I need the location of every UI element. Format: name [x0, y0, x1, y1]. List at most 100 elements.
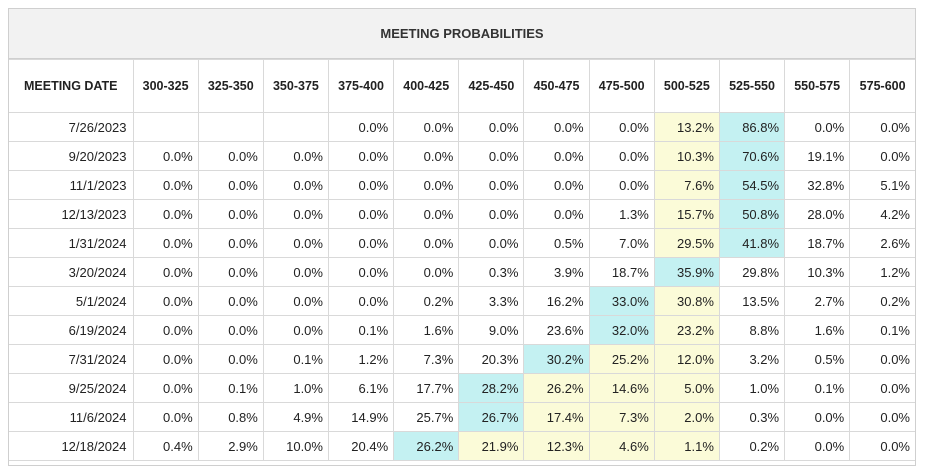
- probability-cell: 16.2%: [523, 286, 590, 316]
- probability-cell: 7.3%: [393, 344, 460, 374]
- probability-cell: 32.8%: [784, 170, 851, 200]
- probability-cell: 4.9%: [262, 402, 329, 432]
- probability-cell: 0.0%: [327, 228, 395, 258]
- column-header-meeting-date: MEETING DATE: [9, 59, 134, 113]
- probability-cell: 10.3%: [653, 141, 720, 171]
- probability-cell: 5.0%: [653, 373, 720, 403]
- table-row: 9/20/2023 0.0% 0.0% 0.0% 0.0% 0.0% 0.0% 0.0% 0.0…: [9, 141, 915, 171]
- probability-cell: 21.9%: [458, 431, 525, 461]
- probability-cell: 1.0%: [262, 373, 329, 403]
- probability-cell: 0.0%: [849, 431, 915, 461]
- probability-cell: 0.4%: [132, 431, 199, 461]
- probability-cell: 0.0%: [197, 286, 264, 316]
- probability-cell: 10.3%: [784, 257, 851, 287]
- meeting-date-cell: 7/26/2023: [9, 112, 134, 142]
- probability-cell: 30.8%: [653, 286, 720, 316]
- probability-cell: 0.3%: [718, 402, 786, 432]
- probability-cell: 23.6%: [523, 315, 590, 345]
- table-row: 7/31/2024 0.0% 0.0% 0.1% 1.2% 7.3% 20.3% 30.2% 2…: [9, 344, 915, 374]
- probability-cell: 0.1%: [784, 373, 851, 403]
- probability-cell: 0.0%: [784, 431, 851, 461]
- probability-cell: 12.3%: [523, 431, 590, 461]
- table-row: 1/31/2024 0.0% 0.0% 0.0% 0.0% 0.0% 0.0% 0.5% 7.0…: [9, 228, 915, 258]
- probability-cell: 0.0%: [458, 199, 525, 229]
- table-row: 9/25/2024 0.0% 0.1% 1.0% 6.1% 17.7% 28.2% 26.2%…: [9, 373, 915, 403]
- probability-cell: 0.0%: [523, 112, 590, 142]
- table-body: 7/26/2023 0.0% 0.0% 0.0% 0.0% 0.0% 13.2% 86.8% 0…: [9, 112, 915, 461]
- probability-cell: 32.0%: [588, 315, 655, 345]
- meeting-date-cell: 1/31/2024: [9, 228, 134, 258]
- column-header-range: 325-350: [197, 59, 264, 113]
- probability-cell: 14.6%: [588, 373, 655, 403]
- meeting-date-cell: 6/19/2024: [9, 315, 134, 345]
- probability-cell: 0.0%: [132, 344, 199, 374]
- probability-cell: 0.0%: [197, 315, 264, 345]
- probability-cell: 2.9%: [197, 431, 264, 461]
- probability-cell: 0.0%: [849, 344, 915, 374]
- probabilities-panel: MEETING PROBABILITIES MEETING DATE 300-3…: [8, 8, 916, 466]
- probability-cell: 4.6%: [588, 431, 655, 461]
- probability-cell: 0.5%: [523, 228, 590, 258]
- probability-cell: 0.0%: [132, 402, 199, 432]
- table-row: 11/6/2024 0.0% 0.8% 4.9% 14.9% 25.7% 26.7% 17.4…: [9, 402, 915, 432]
- probability-cell: 25.7%: [393, 402, 460, 432]
- probability-cell: 0.0%: [132, 141, 199, 171]
- table-row: 7/26/2023 0.0% 0.0% 0.0% 0.0% 0.0% 13.2% 86.8% 0…: [9, 112, 915, 142]
- probability-cell: 0.0%: [327, 170, 395, 200]
- probability-cell: 1.6%: [393, 315, 460, 345]
- probability-cell: 0.0%: [458, 141, 525, 171]
- probability-cell: 0.0%: [393, 141, 460, 171]
- probability-cell: 8.8%: [718, 315, 786, 345]
- probability-cell: 0.0%: [393, 257, 460, 287]
- column-header-range: 350-375: [262, 59, 329, 113]
- probability-cell: 0.1%: [262, 344, 329, 374]
- probability-cell: 0.5%: [784, 344, 851, 374]
- probability-cell: 0.2%: [849, 286, 915, 316]
- probability-cell: 28.2%: [458, 373, 525, 403]
- probability-cell: 0.1%: [849, 315, 915, 345]
- column-header-range: 500-525: [653, 59, 720, 113]
- panel-title: MEETING PROBABILITIES: [9, 9, 915, 59]
- probability-cell: 0.0%: [523, 199, 590, 229]
- column-header-range: 375-400: [327, 59, 395, 113]
- column-header-range: 425-450: [458, 59, 525, 113]
- probability-cell: 20.4%: [327, 431, 395, 461]
- column-header-range: 300-325: [132, 59, 199, 113]
- probability-cell: 5.1%: [849, 170, 915, 200]
- probability-cell: 86.8%: [718, 112, 786, 142]
- meeting-date-cell: 9/20/2023: [9, 141, 134, 171]
- probability-cell: 1.1%: [653, 431, 720, 461]
- probability-cell: 26.7%: [458, 402, 525, 432]
- table-row: 12/18/2024 0.4% 2.9% 10.0% 20.4% 26.2% 21.9% 12…: [9, 431, 915, 461]
- probability-cell: 0.2%: [718, 431, 786, 461]
- probability-cell: 1.2%: [849, 257, 915, 287]
- probability-cell: 0.0%: [458, 112, 525, 142]
- probability-cell: 0.1%: [197, 373, 264, 403]
- probability-cell: 0.0%: [132, 286, 199, 316]
- probability-cell: 17.4%: [523, 402, 590, 432]
- meeting-date-cell: 12/13/2023: [9, 199, 134, 229]
- probability-cell: 0.0%: [132, 373, 199, 403]
- table-row: 12/13/2023 0.0% 0.0% 0.0% 0.0% 0.0% 0.0% 0.0% 1.…: [9, 199, 915, 229]
- probability-cell: 0.0%: [262, 199, 329, 229]
- probability-cell: 0.0%: [262, 286, 329, 316]
- probability-cell: 0.0%: [327, 112, 395, 142]
- probability-cell: 6.1%: [327, 373, 395, 403]
- probability-cell: 0.0%: [849, 141, 915, 171]
- probability-cell: 41.8%: [718, 228, 786, 258]
- meeting-date-cell: 5/1/2024: [9, 286, 134, 316]
- probability-cell: [132, 112, 199, 142]
- probability-cell: 0.0%: [262, 170, 329, 200]
- table-row: 3/20/2024 0.0% 0.0% 0.0% 0.0% 0.0% 0.3% 3.9% 18.…: [9, 257, 915, 287]
- probability-cell: 17.7%: [393, 373, 460, 403]
- probability-cell: 29.5%: [653, 228, 720, 258]
- probability-cell: 0.1%: [327, 315, 395, 345]
- probability-cell: 0.0%: [784, 112, 851, 142]
- probability-cell: 0.0%: [132, 228, 199, 258]
- probability-cell: 18.7%: [784, 228, 851, 258]
- probability-cell: 50.8%: [718, 199, 786, 229]
- meeting-date-cell: 11/6/2024: [9, 402, 134, 432]
- probability-cell: 0.0%: [393, 228, 460, 258]
- probability-cell: 0.0%: [262, 228, 329, 258]
- probability-cell: 0.0%: [327, 286, 395, 316]
